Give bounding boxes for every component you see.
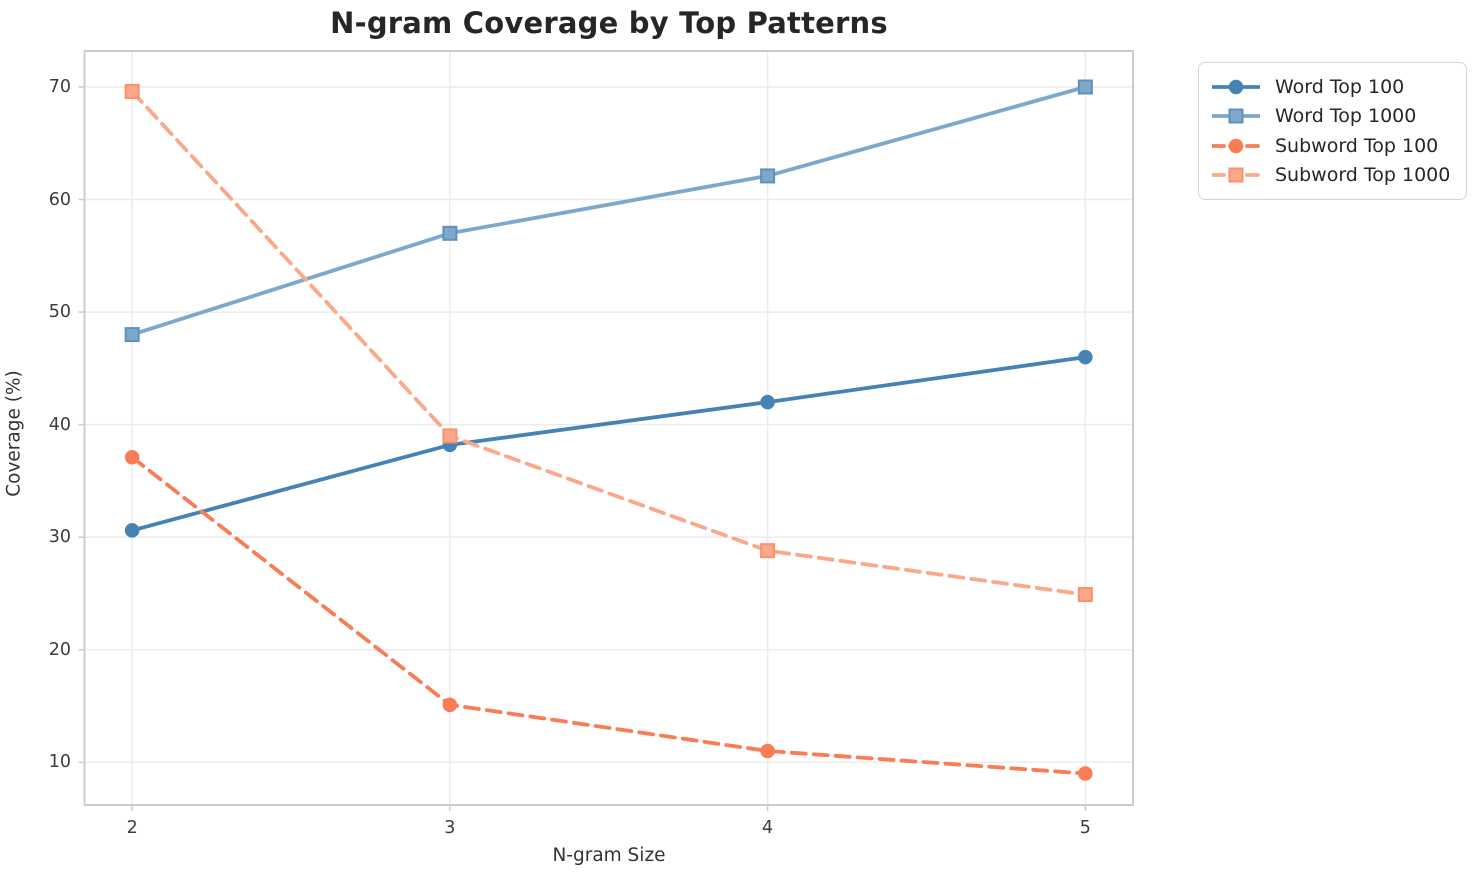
data-point-word-top-1000-x4 <box>760 168 776 184</box>
series-line-word-top-1000 <box>130 85 1088 337</box>
legend: Word Top 100 Word Top 1000 Subword Top 100… <box>1198 62 1467 200</box>
data-point-subword-top-1000-x2 <box>124 84 140 100</box>
data-point-word-top-1000-x5 <box>1077 79 1093 95</box>
legend-marker-circle-icon <box>1212 79 1260 94</box>
data-point-word-top-100-x5 <box>1078 349 1093 365</box>
legend-marker-square-icon <box>1212 108 1260 124</box>
y-tick-label-40: 40 <box>48 414 71 435</box>
data-point-word-top-100-x2 <box>124 523 140 538</box>
data-point-subword-top-100-x2 <box>124 450 140 465</box>
legend-item-subword-top-1000: Subword Top 1000 <box>1212 161 1456 191</box>
data-point-word-top-1000-x2 <box>124 327 140 343</box>
y-tick-label-70: 70 <box>48 77 71 97</box>
legend-marker-square-icon <box>1212 167 1260 183</box>
series-line-word-top-100 <box>130 355 1088 533</box>
legend-marker-circle-icon <box>1212 138 1260 153</box>
y-axis-label: Coverage (%) <box>3 370 25 497</box>
plot-border <box>83 50 1134 806</box>
x-tick-label-4: 4 <box>762 818 774 838</box>
x-tick-label-2: 2 <box>126 818 138 838</box>
series-line-subword-top-1000 <box>130 89 1088 597</box>
data-point-word-top-1000-x3 <box>442 225 458 241</box>
data-point-subword-top-100-x5 <box>1078 766 1093 781</box>
legend-label: Subword Top 100 <box>1275 134 1439 157</box>
legend-item-subword-top-100: Subword Top 100 <box>1212 131 1456 161</box>
legend-label: Subword Top 1000 <box>1275 164 1451 187</box>
legend-item-word-top-1000: Word Top 1000 <box>1212 102 1456 132</box>
y-tick-label-30: 30 <box>48 527 71 548</box>
data-point-word-top-100-x4 <box>760 394 775 410</box>
data-point-subword-top-1000-x4 <box>760 543 776 559</box>
y-tick-label-20: 20 <box>48 639 71 660</box>
x-tick-label-3: 3 <box>444 818 456 838</box>
legend-label: Word Top 100 <box>1275 75 1405 98</box>
x-axis-label: N-gram Size <box>552 845 666 866</box>
data-point-subword-top-100-x4 <box>760 743 775 759</box>
y-tick-label-50: 50 <box>48 302 71 323</box>
plot-background <box>84 51 1133 805</box>
data-point-subword-top-1000-x3 <box>442 428 458 444</box>
chart-title: N-gram Coverage by Top Patterns <box>330 6 888 40</box>
data-point-subword-top-1000-x5 <box>1077 587 1093 603</box>
data-point-subword-top-100-x3 <box>442 697 458 713</box>
legend-label: Word Top 1000 <box>1275 105 1417 128</box>
legend-item-word-top-100: Word Top 100 <box>1212 72 1456 102</box>
y-tick-label-10: 10 <box>48 752 71 773</box>
y-tick-label-60: 60 <box>48 189 71 210</box>
x-tick-label-5: 5 <box>1079 818 1091 838</box>
series-line-subword-top-100 <box>130 455 1088 776</box>
